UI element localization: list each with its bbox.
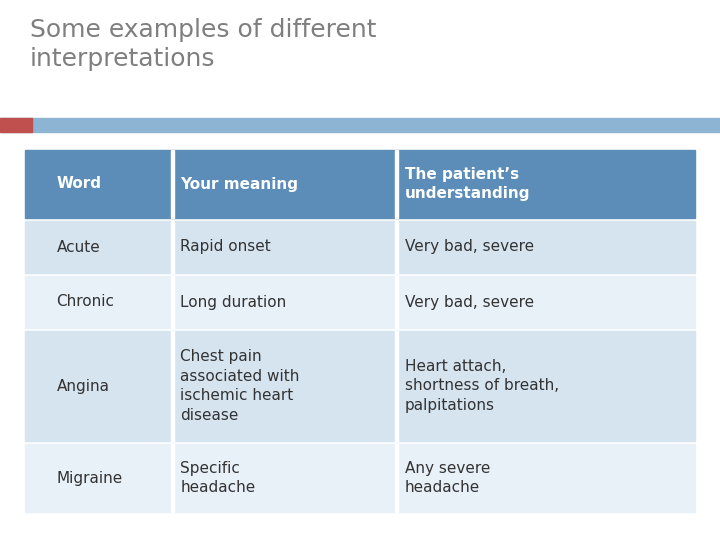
Text: Any severe
headache: Any severe headache <box>405 461 490 495</box>
Bar <box>0 118 720 132</box>
Text: Chronic: Chronic <box>56 294 114 309</box>
Text: Migraine: Migraine <box>56 470 122 485</box>
Bar <box>395 276 398 328</box>
Bar <box>395 221 398 273</box>
Text: Specific
headache: Specific headache <box>181 461 256 495</box>
Bar <box>25 221 695 273</box>
Text: Acute: Acute <box>56 240 100 254</box>
Bar <box>25 444 695 512</box>
Bar <box>171 276 174 328</box>
Bar <box>171 444 174 512</box>
Text: Chest pain
associated with
ischemic heart
disease: Chest pain associated with ischemic hear… <box>181 349 300 423</box>
Bar <box>0 118 32 132</box>
Text: Very bad, severe: Very bad, severe <box>405 240 534 254</box>
Bar <box>171 150 174 218</box>
Text: Angina: Angina <box>56 379 109 394</box>
Bar <box>395 331 398 441</box>
Bar <box>171 331 174 441</box>
Bar <box>25 150 695 218</box>
Text: Word: Word <box>56 177 102 192</box>
Text: Rapid onset: Rapid onset <box>181 240 271 254</box>
Bar <box>395 150 398 218</box>
Bar <box>25 276 695 328</box>
Bar <box>395 444 398 512</box>
Bar <box>171 221 174 273</box>
Bar <box>25 331 695 441</box>
Text: Long duration: Long duration <box>181 294 287 309</box>
Text: Your meaning: Your meaning <box>181 177 298 192</box>
Text: Very bad, severe: Very bad, severe <box>405 294 534 309</box>
Text: Some examples of different
interpretations: Some examples of different interpretatio… <box>30 18 377 71</box>
Text: Heart attach,
shortness of breath,
palpitations: Heart attach, shortness of breath, palpi… <box>405 359 559 413</box>
Text: The patient’s
understanding: The patient’s understanding <box>405 167 531 201</box>
